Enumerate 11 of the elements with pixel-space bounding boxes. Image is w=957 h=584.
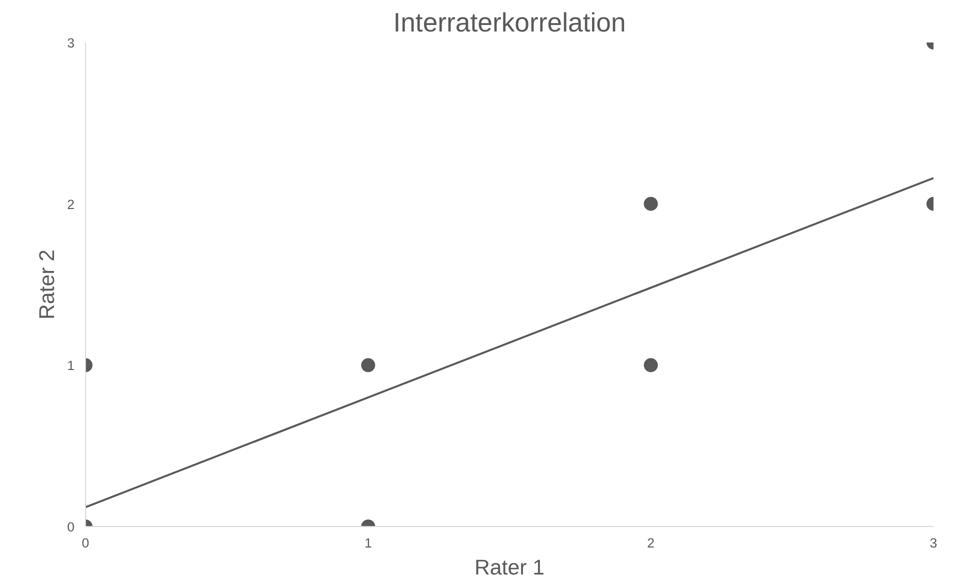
y-tick-label: 2 [67,196,75,212]
chart-title: Interraterkorrelation [393,8,626,38]
x-tick-label: 2 [647,536,655,550]
y-axis-title: Rater 2 [35,250,60,320]
x-tick-label: 0 [82,536,90,550]
x-tick-label: 1 [364,536,372,550]
x-axis-title: Rater 1 [474,556,544,580]
y-tick-label: 1 [67,358,75,374]
y-tick-label: 0 [67,520,75,534]
x-tick-label: 3 [930,536,938,550]
y-tick-label: 3 [67,36,75,50]
